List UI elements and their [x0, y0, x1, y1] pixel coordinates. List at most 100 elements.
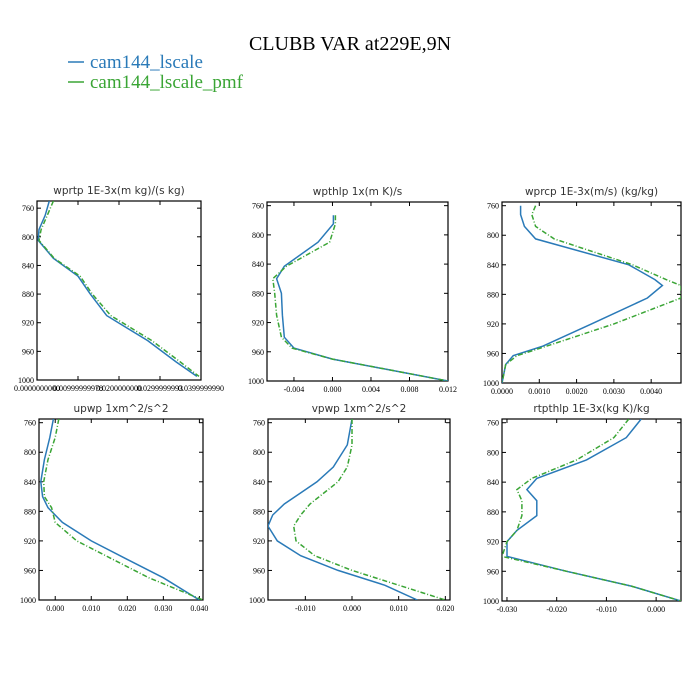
y-tick-label: 960 [487, 349, 499, 358]
y-tick-label: 760 [24, 419, 36, 428]
series-line-1 [37, 201, 198, 378]
y-tick-label: 920 [253, 537, 265, 546]
y-tick-label: 960 [253, 566, 265, 575]
y-tick-label: 1000 [249, 596, 265, 605]
y-tick-label: 960 [24, 566, 36, 575]
panel-title: wpthlp 1x(m K)/s [313, 186, 403, 198]
y-tick-label: 800 [252, 231, 264, 240]
x-tick-label: 0.020 [118, 604, 136, 613]
panel-title: wprcp 1E-3x(m/s) (kg/kg) [525, 186, 658, 198]
x-tick-label: 0.000 [323, 385, 341, 394]
y-tick-label: 800 [253, 448, 265, 457]
y-tick-label: 760 [487, 202, 499, 211]
panel-1: wprtp 1E-3x(m kg)/(s kg) 760 800 840 880 920 9… [14, 185, 224, 393]
y-tick-label: 880 [487, 290, 499, 299]
y-tick-label: 960 [252, 348, 264, 357]
x-tick-label: 0.0040 [640, 387, 662, 396]
y-tick-label: 1000 [18, 376, 34, 385]
y-tick-label: 800 [487, 231, 499, 240]
panel-frame [501, 201, 682, 384]
y-tick-label: 880 [487, 508, 499, 517]
y-tick-label: 920 [487, 320, 499, 329]
x-tick-label: 0.000 [647, 605, 665, 614]
x-tick-label: -0.004 [284, 385, 305, 394]
y-tick-label: 880 [253, 507, 265, 516]
y-tick-label: 760 [253, 419, 265, 428]
y-tick-label: 880 [22, 290, 34, 299]
y-tick-label: 1000 [483, 379, 499, 388]
x-tick-label: -0.010 [596, 605, 617, 614]
panel-frame [267, 418, 451, 601]
x-tick-label: 0.030 [154, 604, 172, 613]
x-tick-label: 0.0000 [491, 387, 513, 396]
y-tick-label: 840 [24, 478, 36, 487]
series-line-2 [272, 215, 448, 381]
y-tick-label: 960 [22, 347, 34, 356]
legend-label-2: cam144_lscale_pmf [90, 72, 244, 93]
panel-4: upwp 1xm^2/s^2 760 800 840 880 920 960 1000 0.00… [20, 403, 208, 613]
x-tick-label: 0.000 [343, 604, 361, 613]
y-tick-label: 760 [252, 202, 264, 211]
panel-3: wprcp 1E-3x(m/s) (kg/kg) 760 800 840 880 920 9… [483, 186, 682, 396]
y-tick-label: 880 [24, 507, 36, 516]
panel-6: rtpthlp 1E-3x(kg K)/kg 760 800 840 880 920 960… [483, 403, 682, 614]
y-tick-label: 960 [487, 567, 499, 576]
x-tick-label: 0.010 [390, 604, 408, 613]
panel-frame [266, 201, 449, 382]
x-tick-label: 0.0299999993 [137, 384, 183, 393]
series-line-1 [40, 419, 200, 600]
y-tick-label: 800 [487, 448, 499, 457]
panel-title: vpwp 1xm^2/s^2 [312, 403, 407, 415]
panel-2: wpthlp 1x(m K)/s 760 800 840 880 920 960 1000 -0… [248, 186, 457, 394]
panel-5: vpwp 1xm^2/s^2 760 800 840 880 920 960 1000 -0.0… [249, 403, 454, 613]
y-tick-label: 920 [487, 538, 499, 547]
x-tick-label: -0.030 [497, 605, 518, 614]
panel-title: wprtp 1E-3x(m kg)/(s kg) [53, 185, 184, 197]
x-tick-label: 0.012 [439, 385, 457, 394]
x-tick-label: 0.0010 [528, 387, 550, 396]
series-line-2 [38, 201, 200, 377]
series-line-2 [42, 419, 203, 600]
x-tick-label: 0.0020 [566, 387, 588, 396]
x-tick-label: 0.010 [82, 604, 100, 613]
y-tick-label: 1000 [248, 377, 264, 386]
series-line-2 [502, 419, 681, 601]
y-tick-label: 840 [252, 260, 264, 269]
panel-title: upwp 1xm^2/s^2 [74, 403, 169, 415]
x-tick-label: 0.000 [46, 604, 64, 613]
y-tick-label: 760 [487, 419, 499, 428]
legend: cam144_lscale cam144_lscale_pmf [68, 52, 244, 93]
x-tick-label: 0.020 [436, 604, 454, 613]
y-tick-label: 840 [487, 478, 499, 487]
figure-title: CLUBB VAR at229E,9N [249, 33, 451, 55]
series-line-2 [502, 205, 681, 383]
y-tick-label: 840 [253, 478, 265, 487]
legend-label-1: cam144_lscale [90, 52, 203, 73]
y-tick-label: 920 [22, 319, 34, 328]
y-tick-label: 840 [487, 261, 499, 270]
x-tick-label: 0.004 [362, 385, 380, 394]
y-tick-label: 800 [24, 448, 36, 457]
x-tick-label: 0.0399999990 [178, 384, 224, 393]
x-tick-label: -0.020 [546, 605, 567, 614]
panel-frame [38, 418, 204, 601]
y-tick-label: 920 [24, 537, 36, 546]
x-tick-label: 0.00999999978 [53, 384, 103, 393]
y-tick-label: 880 [252, 289, 264, 298]
y-tick-label: 920 [252, 319, 264, 328]
series-line-1 [502, 205, 664, 383]
y-tick-label: 800 [22, 233, 34, 242]
x-tick-label: -0.010 [295, 604, 316, 613]
panels: wprtp 1E-3x(m kg)/(s kg) 760 800 840 880 920 9… [14, 185, 682, 614]
series-line-1 [268, 419, 418, 600]
x-tick-label: 0.0000000000 [14, 384, 60, 393]
x-tick-label: 0.008 [400, 385, 418, 394]
y-tick-label: 840 [22, 261, 34, 270]
panel-frame [501, 418, 682, 602]
y-tick-label: 1000 [20, 596, 36, 605]
panel-title: rtpthlp 1E-3x(kg K)/kg [533, 403, 649, 415]
y-tick-label: 760 [22, 204, 34, 213]
x-tick-label: 0.040 [190, 604, 208, 613]
x-tick-label: 0.0200000000 [96, 384, 142, 393]
